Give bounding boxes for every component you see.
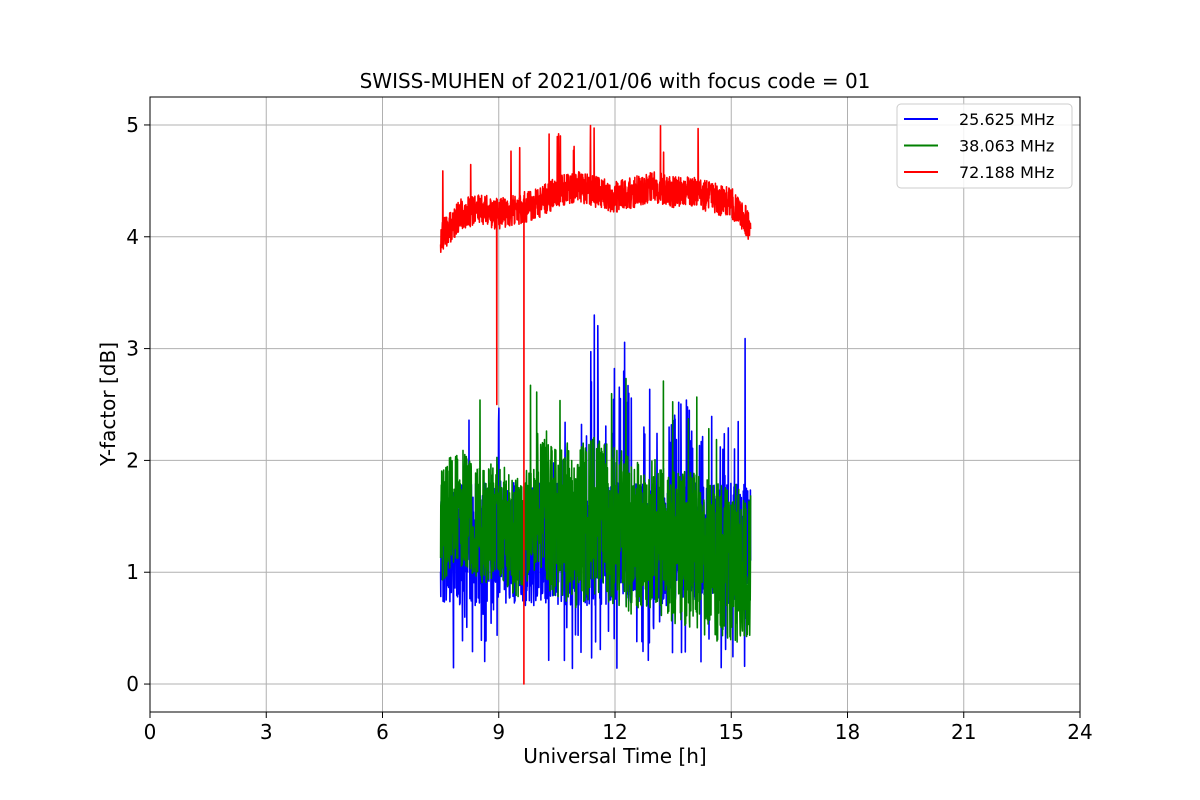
y-tick-label: 4 (126, 225, 139, 249)
y-tick-label: 5 (126, 113, 139, 137)
y-axis-label: Y-factor [dB] (96, 342, 120, 467)
legend-entry-label: 38.063 MHz (959, 137, 1054, 156)
legend-entry-label: 72.188 MHz (959, 163, 1054, 182)
legend-box (896, 103, 1073, 189)
y-tick-label: 0 (126, 672, 139, 696)
chart-title: SWISS-MUHEN of 2021/01/06 with focus cod… (360, 69, 871, 93)
x-tick-label: 3 (260, 720, 273, 744)
legend-entry-label: 25.625 MHz (959, 110, 1054, 129)
legend: 25.625 MHz 38.063 MHz 72.188 MHz (896, 103, 1073, 189)
y-tick-label: 3 (126, 337, 139, 361)
y-tick-label: 1 (126, 560, 139, 584)
x-tick-label: 6 (376, 720, 389, 744)
x-tick-label: 0 (144, 720, 157, 744)
series-line-38-063-mhz (439, 377, 752, 643)
x-tick-label: 21 (951, 720, 976, 744)
series-line-72-188-mhz (439, 124, 752, 685)
x-tick-label: 15 (719, 720, 744, 744)
x-tick-label: 12 (602, 720, 627, 744)
x-tick-label: 9 (492, 720, 505, 744)
series-layer (439, 124, 752, 685)
x-tick-label: 24 (1067, 720, 1092, 744)
y-tick-label: 2 (126, 448, 139, 472)
x-axis-label: Universal Time [h] (523, 744, 706, 768)
x-tick-label: 18 (835, 720, 860, 744)
